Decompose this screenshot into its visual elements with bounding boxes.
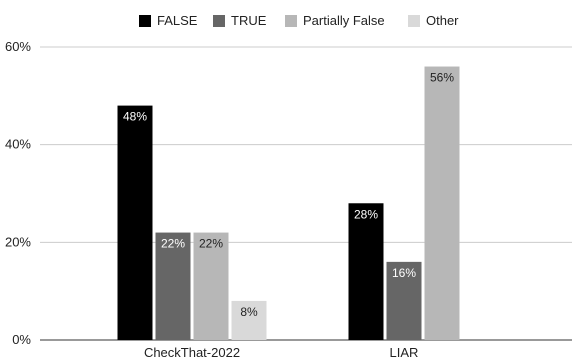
legend-label: TRUE [231, 13, 267, 28]
bar-other-checkthat-2022 [231, 300, 267, 340]
legend-label: Partially False [303, 13, 385, 28]
y-tick-label: 40% [5, 137, 31, 152]
data-label: 22% [199, 237, 223, 251]
bar-false-checkthat-2022 [117, 105, 153, 340]
y-axis: 0% 20% 40% 60% [5, 39, 31, 347]
legend-swatch [285, 15, 297, 27]
data-labels: 48% 22% 22% 8% 28% 16% 56% [123, 71, 454, 319]
legend-swatch [213, 15, 225, 27]
y-tick-label: 60% [5, 39, 31, 54]
x-tick-label: CheckThat-2022 [144, 345, 240, 358]
legend-swatch [139, 15, 151, 27]
bar-false-liar [348, 203, 384, 340]
legend-swatch [408, 15, 420, 27]
data-label: 56% [430, 71, 454, 85]
x-axis: CheckThat-2022 LIAR [144, 345, 419, 358]
data-label: 48% [123, 110, 147, 124]
legend-label: FALSE [157, 13, 198, 28]
y-tick-label: 20% [5, 234, 31, 249]
data-label: 8% [240, 305, 258, 319]
x-tick-label: LIAR [390, 345, 419, 358]
bar-true-liar [386, 261, 422, 340]
data-label: 16% [392, 266, 416, 280]
data-label: 22% [161, 237, 185, 251]
y-tick-label: 0% [12, 332, 31, 347]
bar-partially-false-liar [424, 66, 460, 341]
legend-label: Other [426, 13, 459, 28]
legend: FALSE TRUE Partially False Other [139, 13, 459, 28]
bars [117, 66, 460, 341]
data-label: 28% [354, 207, 378, 221]
bar-partially-false-checkthat-2022 [193, 232, 229, 340]
bar-true-checkthat-2022 [155, 232, 191, 340]
